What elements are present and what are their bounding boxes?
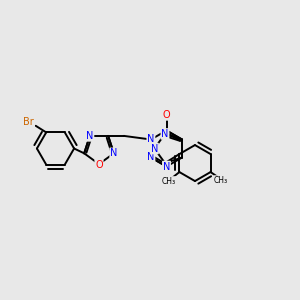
Text: N: N xyxy=(151,143,158,154)
Text: O: O xyxy=(163,110,170,120)
Text: O: O xyxy=(95,160,103,170)
Text: Br: Br xyxy=(23,117,34,127)
Text: N: N xyxy=(161,129,169,139)
Text: CH₃: CH₃ xyxy=(214,176,228,185)
Text: N: N xyxy=(86,131,94,141)
Text: N: N xyxy=(147,134,155,145)
Text: N: N xyxy=(147,152,155,163)
Text: N: N xyxy=(110,148,118,158)
Text: N: N xyxy=(163,161,170,172)
Text: CH₃: CH₃ xyxy=(162,177,176,186)
